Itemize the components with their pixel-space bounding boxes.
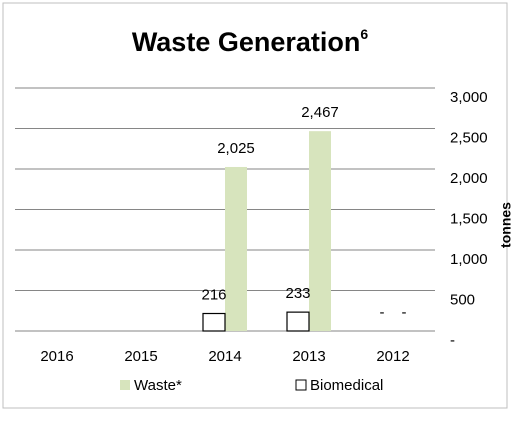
bar bbox=[225, 166, 247, 331]
y-tick-label: 500 bbox=[450, 291, 475, 308]
value-label: - bbox=[380, 304, 385, 321]
title-superscript: 6 bbox=[360, 26, 368, 42]
x-tick-label: 2015 bbox=[124, 348, 157, 365]
value-label: 2,025 bbox=[217, 140, 255, 157]
y-tick-label: 3,000 bbox=[450, 89, 488, 106]
y-tick-label: - bbox=[450, 332, 455, 349]
y-tick-label: 2,500 bbox=[450, 129, 488, 146]
legend-label: Waste* bbox=[134, 377, 182, 394]
x-tick-label: 2016 bbox=[40, 348, 73, 365]
x-tick-label: 2012 bbox=[376, 348, 409, 365]
y-tick-label: 1,000 bbox=[450, 251, 488, 268]
value-label: 233 bbox=[285, 285, 310, 302]
y-axis-label: tonnes bbox=[498, 202, 511, 248]
title-text: Waste Generation bbox=[132, 27, 361, 57]
x-tick-label: 2014 bbox=[208, 348, 241, 365]
bar bbox=[286, 311, 310, 332]
value-label: 216 bbox=[201, 286, 226, 303]
chart-frame bbox=[2, 2, 508, 409]
bar bbox=[309, 131, 331, 331]
x-tick-label: 2013 bbox=[292, 348, 325, 365]
legend-label: Biomedical bbox=[310, 377, 383, 394]
value-label: 2,467 bbox=[301, 104, 339, 121]
y-tick-label: 1,500 bbox=[450, 210, 488, 227]
chart-title: Waste Generation6 bbox=[132, 26, 369, 57]
legend-swatch bbox=[120, 380, 130, 390]
legend-swatch bbox=[295, 379, 307, 391]
value-label: - bbox=[402, 304, 407, 321]
y-tick-label: 2,000 bbox=[450, 170, 488, 187]
bar bbox=[202, 312, 226, 332]
